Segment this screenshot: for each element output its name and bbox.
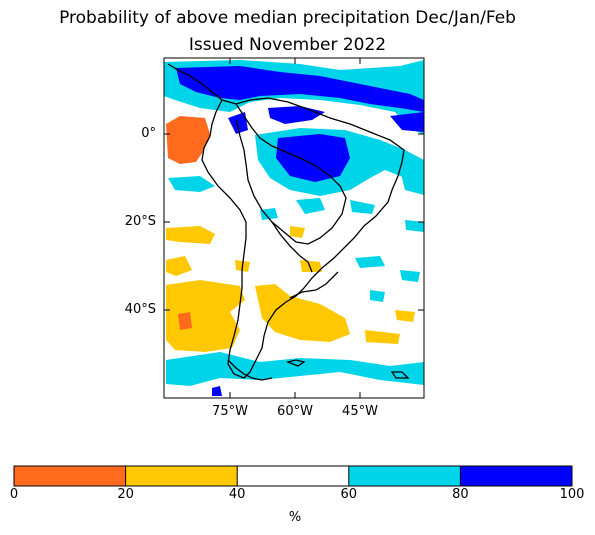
lat-label-40s: 40°S (124, 302, 156, 317)
colorbar-bin-20-40 (125, 466, 238, 486)
colorbar-tick-80: 80 (452, 487, 469, 502)
colorbar (13, 465, 573, 487)
lat-label-0: 0° (141, 126, 156, 141)
colorbar-bin-60-80 (348, 466, 461, 486)
axis-ticks (164, 58, 424, 398)
colorbar-bin-0-20 (14, 466, 126, 486)
probability-0-20-regions (166, 116, 210, 330)
colorbar-tick-20: 20 (117, 487, 134, 502)
colorbar-bin-80-100 (460, 466, 572, 486)
map-title-line2: Issued November 2022 (188, 35, 387, 55)
colorbar-bin-40-60 (237, 466, 349, 486)
colorbar-unit-label: % (288, 510, 302, 525)
lat-label-20s: 20°S (124, 214, 156, 229)
colorbar-tick-60: 60 (340, 487, 358, 502)
colorbar-tick-40: 40 (228, 487, 246, 502)
lon-label-45w: 45°W (342, 404, 378, 419)
colorbar-tick-100: 100 (559, 487, 585, 502)
map-title-line1: Probability of above median precipitatio… (59, 8, 516, 28)
coastlines-borders (167, 63, 410, 381)
lon-label-60w: 60°W (277, 404, 313, 419)
map-panel (163, 57, 425, 399)
lon-label-75w: 75°W (212, 404, 248, 419)
colorbar-tick-0: 0 (9, 487, 19, 502)
probability-20-40-regions (166, 226, 415, 352)
